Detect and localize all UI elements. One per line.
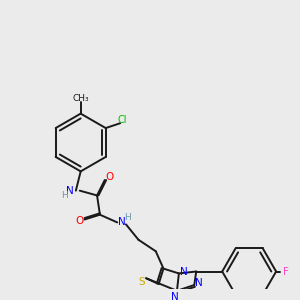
Text: S: S	[138, 277, 145, 287]
Text: N: N	[118, 218, 126, 227]
Text: CH₃: CH₃	[72, 94, 89, 103]
Text: N: N	[66, 186, 74, 196]
Text: O: O	[105, 172, 114, 182]
Text: N: N	[195, 278, 203, 288]
Text: H: H	[61, 191, 68, 200]
Text: H: H	[124, 213, 131, 222]
Text: N: N	[171, 292, 179, 300]
Text: N: N	[180, 266, 188, 277]
Text: F: F	[283, 266, 289, 277]
Text: Cl: Cl	[117, 115, 127, 125]
Text: O: O	[76, 216, 84, 226]
